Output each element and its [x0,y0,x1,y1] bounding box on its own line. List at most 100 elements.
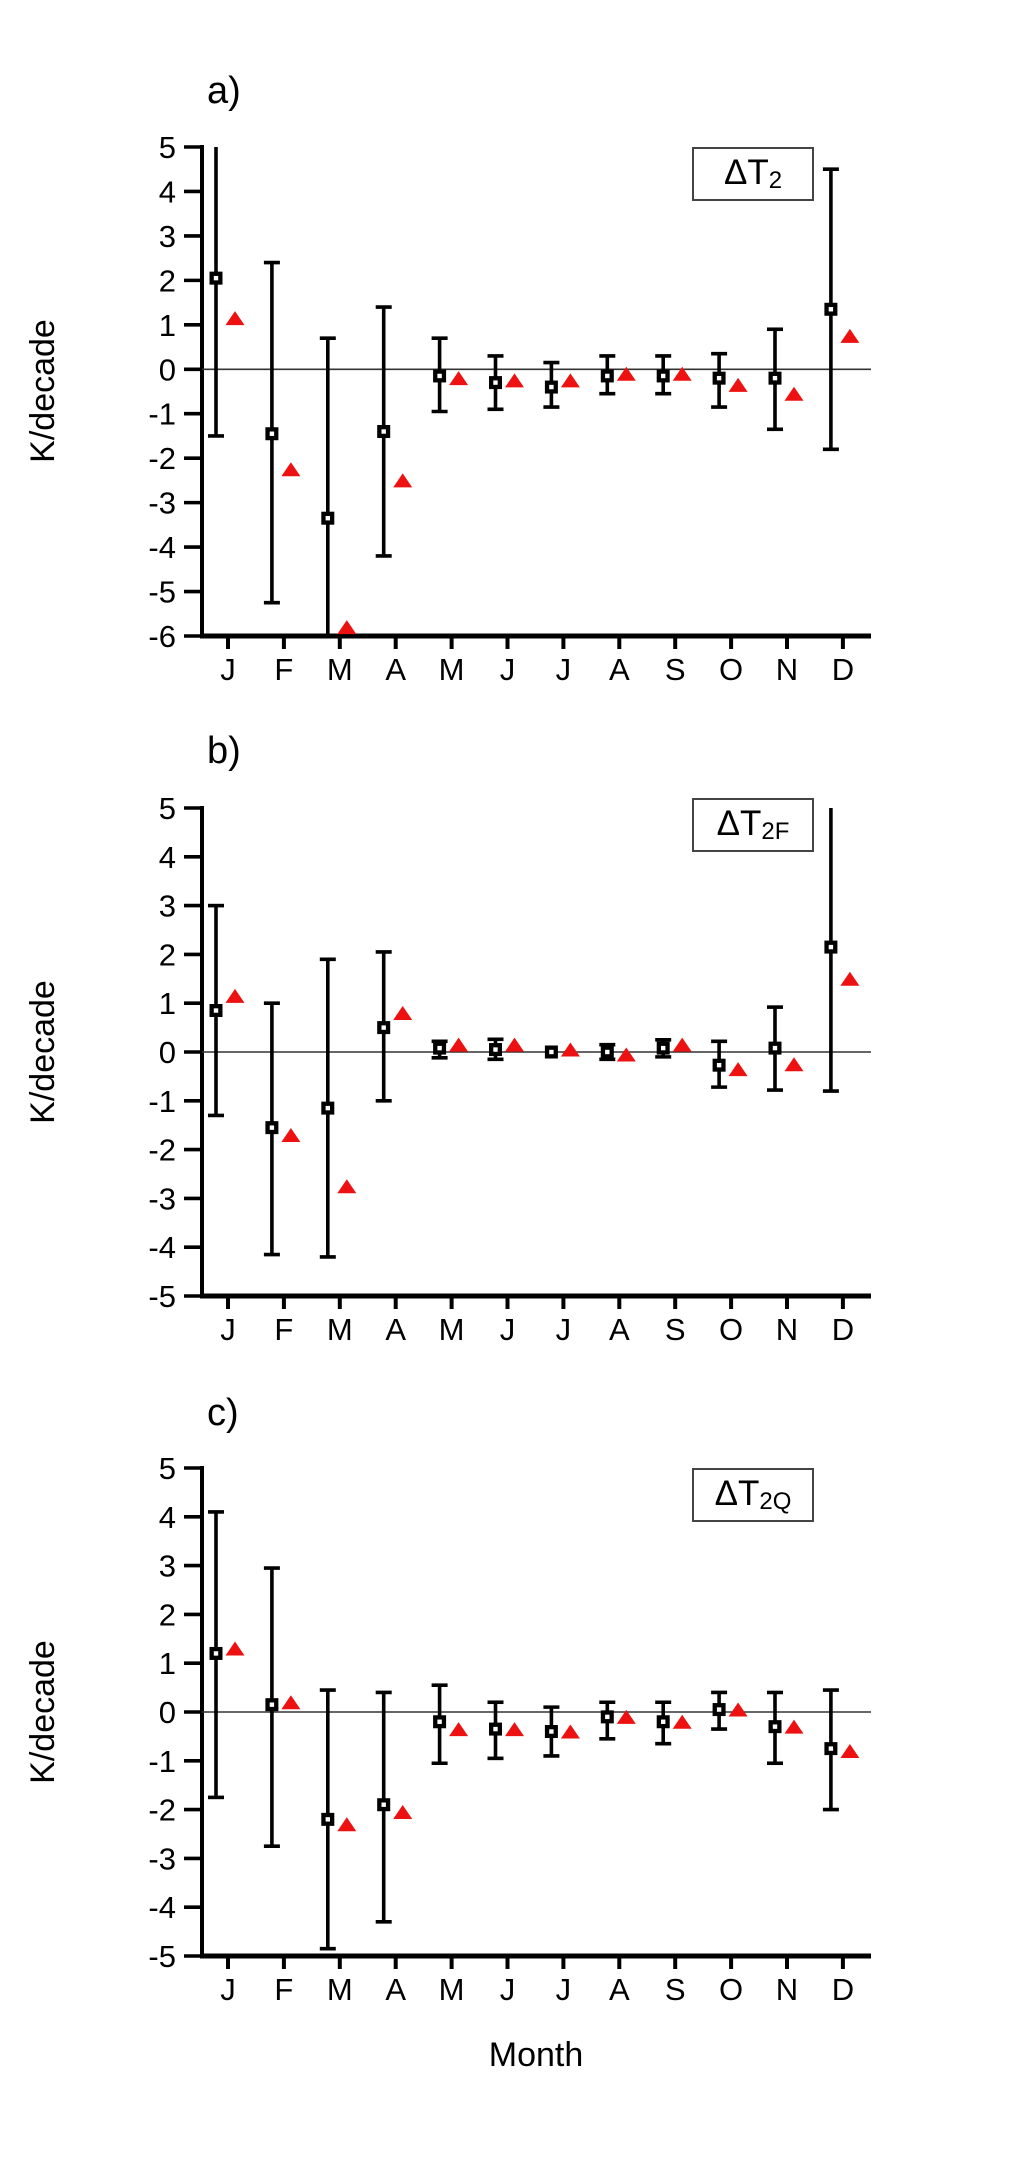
y-tick-label: 0 [159,352,176,387]
y-tick-label: -3 [148,486,176,521]
triangle-marker [728,1702,748,1717]
square-marker-center [493,380,498,385]
month-label: N [776,1972,798,2007]
triangle-marker [672,366,692,381]
triangle-marker [728,1062,748,1077]
square-marker-center [493,1047,498,1052]
square-marker-center [493,1726,498,1732]
triangle-marker [393,1805,413,1820]
square-marker-center [772,1045,778,1051]
triangle-marker [616,1047,636,1062]
month-label: S [665,1972,686,2007]
triangle-marker [784,1719,804,1734]
triangle-marker [505,373,524,388]
square-marker-center [549,384,554,390]
square-marker-center [828,944,834,950]
y-tick-label: 4 [159,840,176,875]
square-marker-center [325,515,330,521]
square-marker-center [437,1045,442,1051]
month-label: N [776,1312,798,1347]
triangle-marker [505,1037,524,1052]
month-label: J [500,652,516,687]
month-label: A [609,1312,630,1347]
y-tick-label: -1 [148,1084,176,1119]
month-label: O [719,652,743,687]
y-tick-label: 0 [159,1035,176,1070]
y-tick-label: -3 [148,1181,176,1216]
triangle-marker [505,1722,524,1737]
y-tick-label: 5 [159,130,176,165]
y-tick-label: -1 [148,397,176,432]
triangle-marker [560,373,580,388]
y-axis-title-a: K/decade [24,319,62,463]
y-tick-label: -2 [148,441,176,476]
square-marker-center [605,1049,610,1055]
y-tick-label: 2 [159,1597,176,1632]
square-marker-center [605,373,610,379]
triangle-marker [784,1057,804,1072]
square-marker-center [213,1008,219,1013]
y-tick-label: -4 [148,1230,176,1265]
square-marker-center [437,1719,442,1724]
legend-a-subscript: 2 [768,167,783,194]
square-marker-center [381,1025,386,1030]
month-label: A [385,1312,406,1347]
month-label: M [439,1312,465,1347]
y-axis-title-b: K/decade [24,980,62,1124]
y-tick-label: 5 [159,791,176,826]
month-label: J [500,1972,516,2007]
y-tick-label: 1 [159,986,176,1021]
y-tick-label: -4 [148,1890,176,1925]
y-tick-label: -4 [148,530,176,565]
square-marker-center [213,275,219,281]
y-tick-label: -5 [148,575,176,610]
legend-a-label: ΔT [723,153,769,192]
triangle-marker [449,1037,469,1052]
legend-a: ΔT2 [692,147,814,201]
y-tick-label: 4 [159,1500,176,1535]
triangle-marker [449,371,469,386]
legend-b-label: ΔT [716,804,762,843]
y-tick-label: -2 [148,1793,176,1828]
y-tick-label: -5 [148,1939,176,1974]
triangle-marker [281,1695,301,1710]
square-marker-center [269,1125,275,1130]
month-label: D [832,1972,854,2007]
y-tick-label: 0 [159,1695,176,1730]
square-marker-center [381,1802,386,1807]
square-marker-center [772,1724,778,1729]
triangle-marker [616,1709,636,1724]
y-tick-label: 1 [159,308,176,343]
square-marker-center [381,429,386,434]
square-marker-center [828,307,834,312]
y-tick-label: 5 [159,1451,176,1486]
square-marker-center [325,1105,330,1111]
legend-c: ΔT2Q [692,1468,814,1522]
month-label: A [609,1972,630,2007]
y-tick-label: -5 [148,1279,176,1314]
panel-label-b: b) [207,730,241,772]
month-label: M [327,1312,353,1347]
month-label: F [274,652,293,687]
triangle-marker [616,366,636,381]
triangle-marker [225,988,245,1003]
square-marker-center [661,373,666,379]
triangle-marker [840,328,860,343]
square-marker-center [325,1817,330,1822]
month-label: F [274,1312,293,1347]
y-tick-label: 3 [159,889,176,924]
x-axis-title: Month [488,2036,584,2074]
triangle-marker [449,1722,469,1737]
month-label: A [385,1972,406,2007]
month-label: J [220,1972,236,2007]
month-label: O [719,1312,743,1347]
square-marker-center [772,375,778,381]
triangle-marker [281,462,301,477]
month-label: D [832,652,854,687]
triangle-marker [337,1817,357,1832]
y-tick-label: -3 [148,1841,176,1876]
triangle-marker [840,971,860,986]
square-marker-center [269,1702,275,1707]
y-tick-label: 3 [159,1549,176,1584]
